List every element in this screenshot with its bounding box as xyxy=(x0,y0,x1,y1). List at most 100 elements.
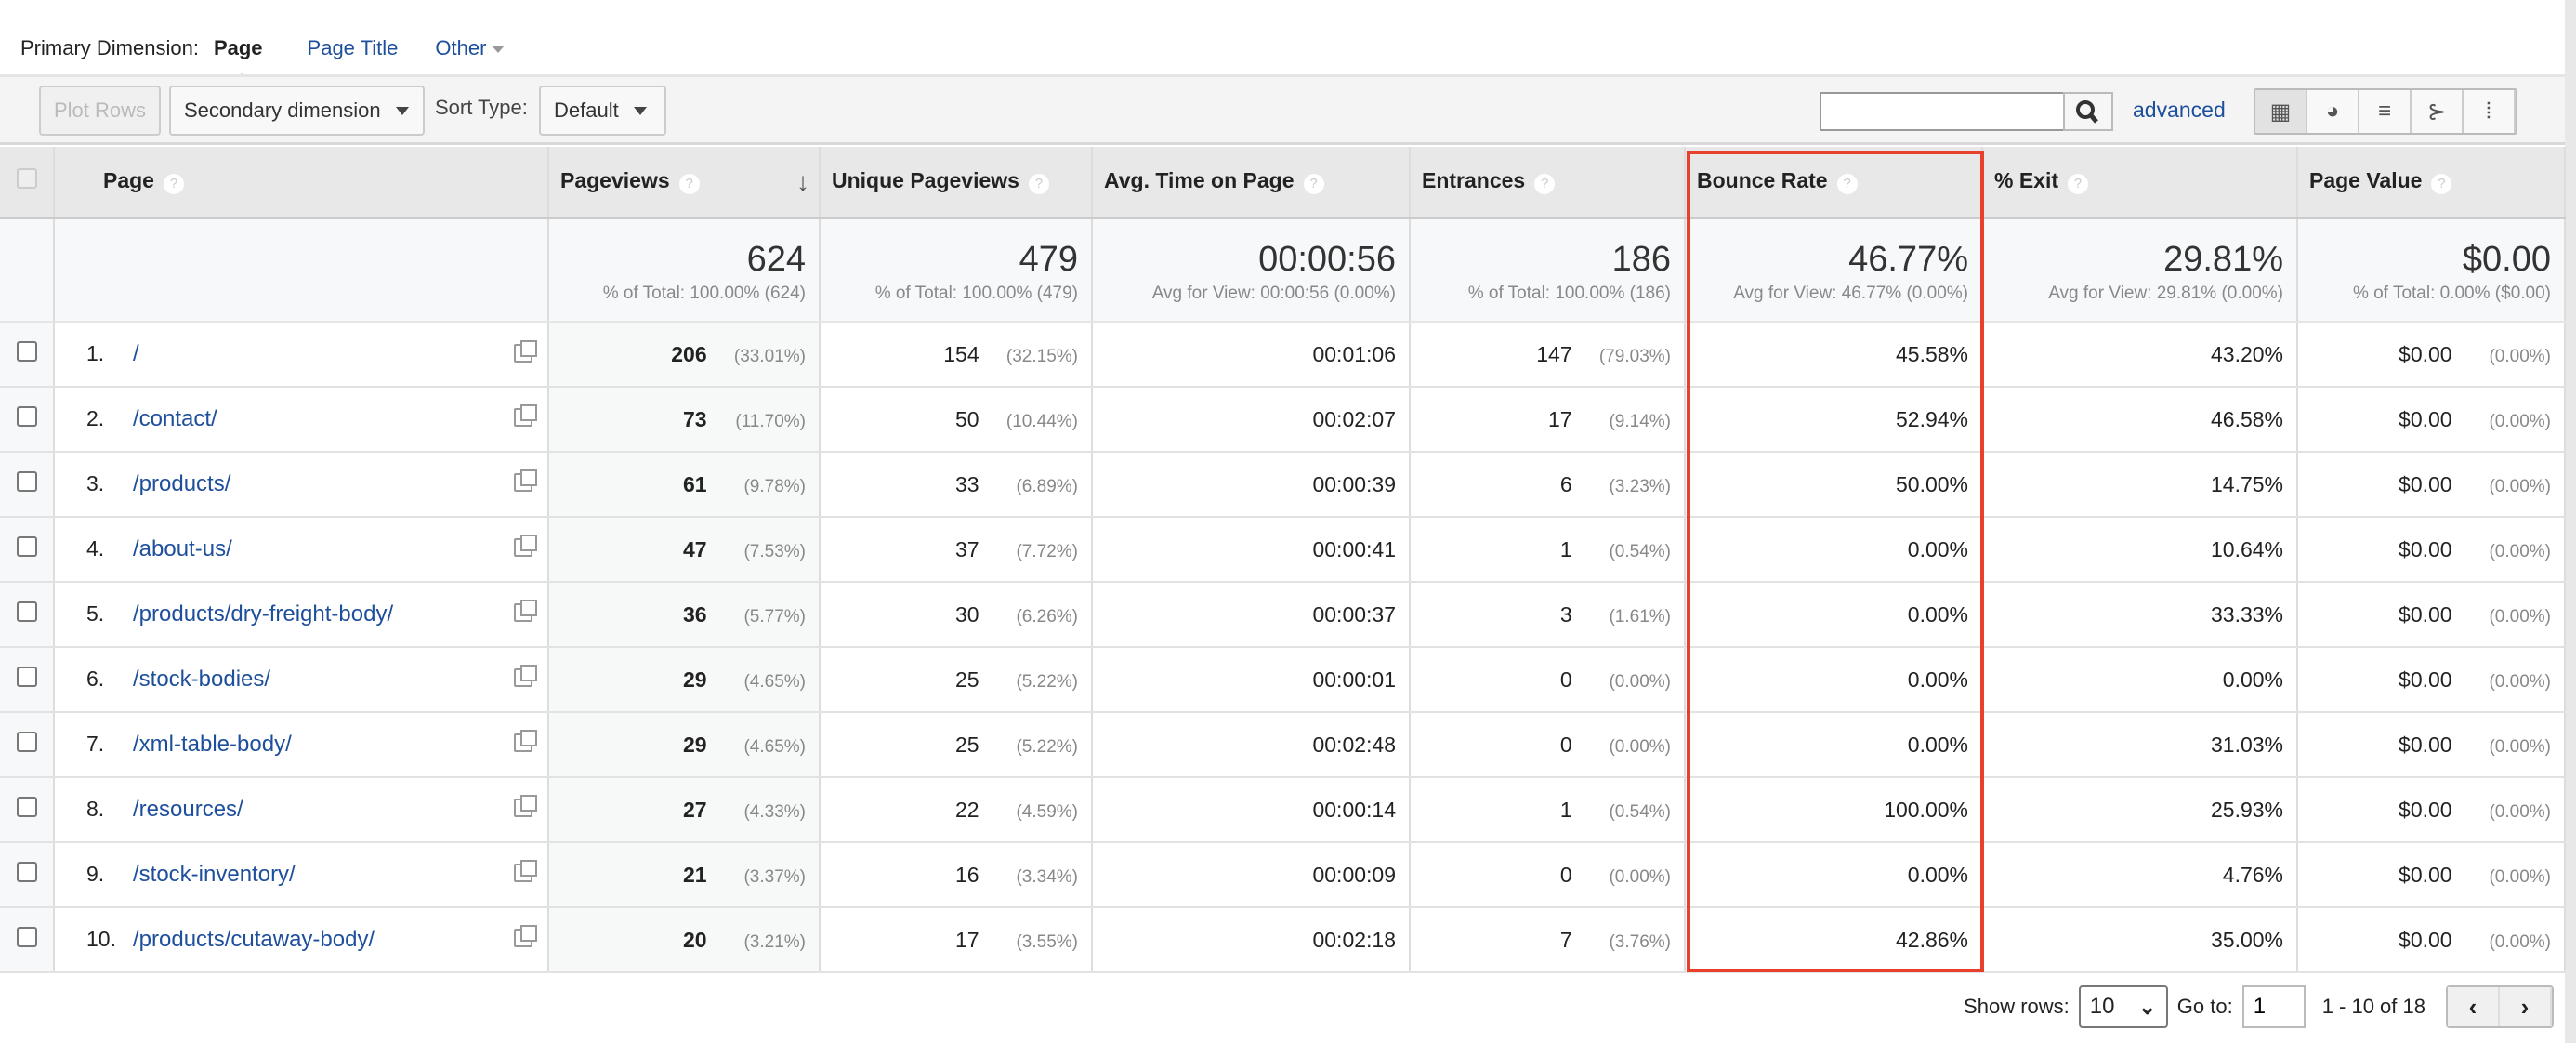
page-value-cell: $0.00 (0.00%) xyxy=(2297,712,2566,778)
next-page-button[interactable]: › xyxy=(2500,987,2552,1026)
col-label: Avg. Time on Page xyxy=(1104,168,1295,193)
row-number: 7. xyxy=(86,732,105,756)
pie-view-button[interactable]: ◕ xyxy=(2307,90,2359,133)
external-link-icon[interactable] xyxy=(514,860,537,882)
goto-label: Go to: xyxy=(2176,995,2233,1018)
exit-cell: 25.93% xyxy=(1982,777,2298,843)
page-link[interactable]: /products/dry-freight-body/ xyxy=(133,601,394,627)
page-link[interactable]: /xml-table-body/ xyxy=(133,732,292,757)
external-link-icon[interactable] xyxy=(514,404,537,427)
dimension-page-title[interactable]: Page Title xyxy=(307,36,399,59)
total-sub: Avg for View: 00:00:56 (0.00%) xyxy=(1151,283,1396,303)
entrances-value: 147 xyxy=(1536,341,1572,366)
row-checkbox[interactable] xyxy=(16,862,37,882)
table-search-input[interactable] xyxy=(1820,92,2065,131)
col-page-value[interactable]: Page Value? xyxy=(2297,147,2566,219)
sort-type-dropdown[interactable]: Default xyxy=(539,86,666,136)
row-checkbox[interactable] xyxy=(16,601,37,622)
page-link[interactable]: /resources/ xyxy=(133,797,243,822)
row-checkbox[interactable] xyxy=(16,927,37,947)
unique-pageviews-pct: (7.72%) xyxy=(1016,541,1078,561)
show-rows-select[interactable]: 10 ⌄ xyxy=(2078,985,2168,1028)
col-label: Entrances xyxy=(1422,168,1526,193)
page-value-pct: (0.00%) xyxy=(2489,541,2551,561)
advanced-filter-link[interactable]: advanced xyxy=(2133,98,2226,122)
help-icon[interactable]: ? xyxy=(163,174,184,195)
page-value-cell: $0.00 (0.00%) xyxy=(2297,452,2566,518)
unique-pageviews-pct: (3.55%) xyxy=(1016,931,1078,952)
external-link-icon[interactable] xyxy=(514,925,537,947)
row-checkbox-cell xyxy=(0,712,55,778)
pageviews-pct: (4.33%) xyxy=(743,801,806,822)
external-link-icon[interactable] xyxy=(514,600,537,622)
total-cell: $0.00 % of Total: 0.00% ($0.00) xyxy=(2297,218,2566,323)
external-link-icon[interactable] xyxy=(514,730,537,752)
total-sub: % of Total: 100.00% (624) xyxy=(602,283,806,303)
goto-input[interactable] xyxy=(2241,985,2306,1028)
entrances-value: 17 xyxy=(1548,406,1572,431)
page-link[interactable]: /about-us/ xyxy=(133,536,232,561)
help-icon[interactable]: ? xyxy=(1836,174,1858,195)
dimension-other-dropdown[interactable]: Other xyxy=(435,36,506,60)
row-number: 5. xyxy=(86,601,105,626)
row-number: 10. xyxy=(86,927,116,951)
row-checkbox[interactable] xyxy=(16,797,37,817)
row-checkbox[interactable] xyxy=(16,341,37,363)
bounce-rate-cell: 50.00% xyxy=(1685,452,1983,518)
page-value-cell: $0.00 (0.00%) xyxy=(2297,582,2566,648)
page-link[interactable]: /contact/ xyxy=(133,406,217,431)
help-icon[interactable]: ? xyxy=(1534,174,1556,195)
entrances-pct: (0.00%) xyxy=(1609,736,1671,757)
col-exit[interactable]: % Exit? xyxy=(1982,147,2298,219)
page-link[interactable]: / xyxy=(133,341,139,367)
scrollbar[interactable] xyxy=(2565,0,2576,1043)
performance-view-button[interactable]: ≡ xyxy=(2359,90,2412,133)
col-page[interactable]: Page? xyxy=(54,147,549,219)
col-entrances[interactable]: Entrances? xyxy=(1410,147,1686,219)
secondary-dimension-dropdown[interactable]: Secondary dimension xyxy=(169,86,425,136)
entrances-pct: (9.14%) xyxy=(1609,411,1671,431)
col-bounce-rate[interactable]: Bounce Rate? xyxy=(1685,147,1983,219)
help-icon[interactable]: ? xyxy=(678,174,700,195)
row-checkbox[interactable] xyxy=(16,667,37,687)
unique-pageviews-pct: (4.59%) xyxy=(1016,801,1078,822)
col-avg-time[interactable]: Avg. Time on Page? xyxy=(1092,147,1411,219)
select-all-checkbox[interactable] xyxy=(16,168,37,190)
col-pageviews[interactable]: Pageviews? ↓ xyxy=(548,147,821,219)
col-unique-pageviews[interactable]: Unique Pageviews? xyxy=(820,147,1093,219)
row-checkbox[interactable] xyxy=(16,471,37,492)
row-checkbox[interactable] xyxy=(16,732,37,752)
pageviews-value: 27 xyxy=(683,797,707,822)
page-link[interactable]: /products/ xyxy=(133,471,231,496)
totals-blank xyxy=(54,218,549,323)
help-icon[interactable]: ? xyxy=(1303,174,1324,195)
help-icon[interactable]: ? xyxy=(1028,174,1049,195)
comparison-view-button[interactable]: ⊱ xyxy=(2412,90,2464,133)
row-checkbox-cell xyxy=(0,387,55,453)
external-link-icon[interactable] xyxy=(514,535,537,557)
prev-page-button[interactable]: ‹ xyxy=(2448,987,2500,1026)
exit-cell: 31.03% xyxy=(1982,712,2298,778)
external-link-icon[interactable] xyxy=(514,665,537,687)
table-view-button[interactable]: ▦ xyxy=(2255,90,2307,133)
external-link-icon[interactable] xyxy=(514,469,537,492)
help-icon[interactable]: ? xyxy=(2431,174,2452,195)
entrances-cell: 7 (3.76%) xyxy=(1410,907,1686,973)
help-icon[interactable]: ? xyxy=(2068,174,2089,195)
avg-time-cell: 00:02:18 xyxy=(1092,907,1411,973)
entrances-cell: 0 (0.00%) xyxy=(1410,712,1686,778)
row-checkbox-cell xyxy=(0,842,55,908)
page-link[interactable]: /stock-inventory/ xyxy=(133,862,296,887)
row-number: 2. xyxy=(86,406,105,430)
unique-pageviews-value: 50 xyxy=(955,406,979,431)
external-link-icon[interactable] xyxy=(514,339,537,363)
row-checkbox[interactable] xyxy=(16,536,37,557)
pivot-view-button[interactable]: ⦙ xyxy=(2464,90,2516,133)
plot-rows-button[interactable]: Plot Rows xyxy=(39,86,162,136)
row-checkbox[interactable] xyxy=(16,406,37,427)
page-link[interactable]: /products/cutaway-body/ xyxy=(133,927,375,952)
page-link[interactable]: /stock-bodies/ xyxy=(133,667,271,692)
page-value-cell: $0.00 (0.00%) xyxy=(2297,647,2566,713)
search-button[interactable] xyxy=(2063,92,2113,131)
external-link-icon[interactable] xyxy=(514,795,537,817)
